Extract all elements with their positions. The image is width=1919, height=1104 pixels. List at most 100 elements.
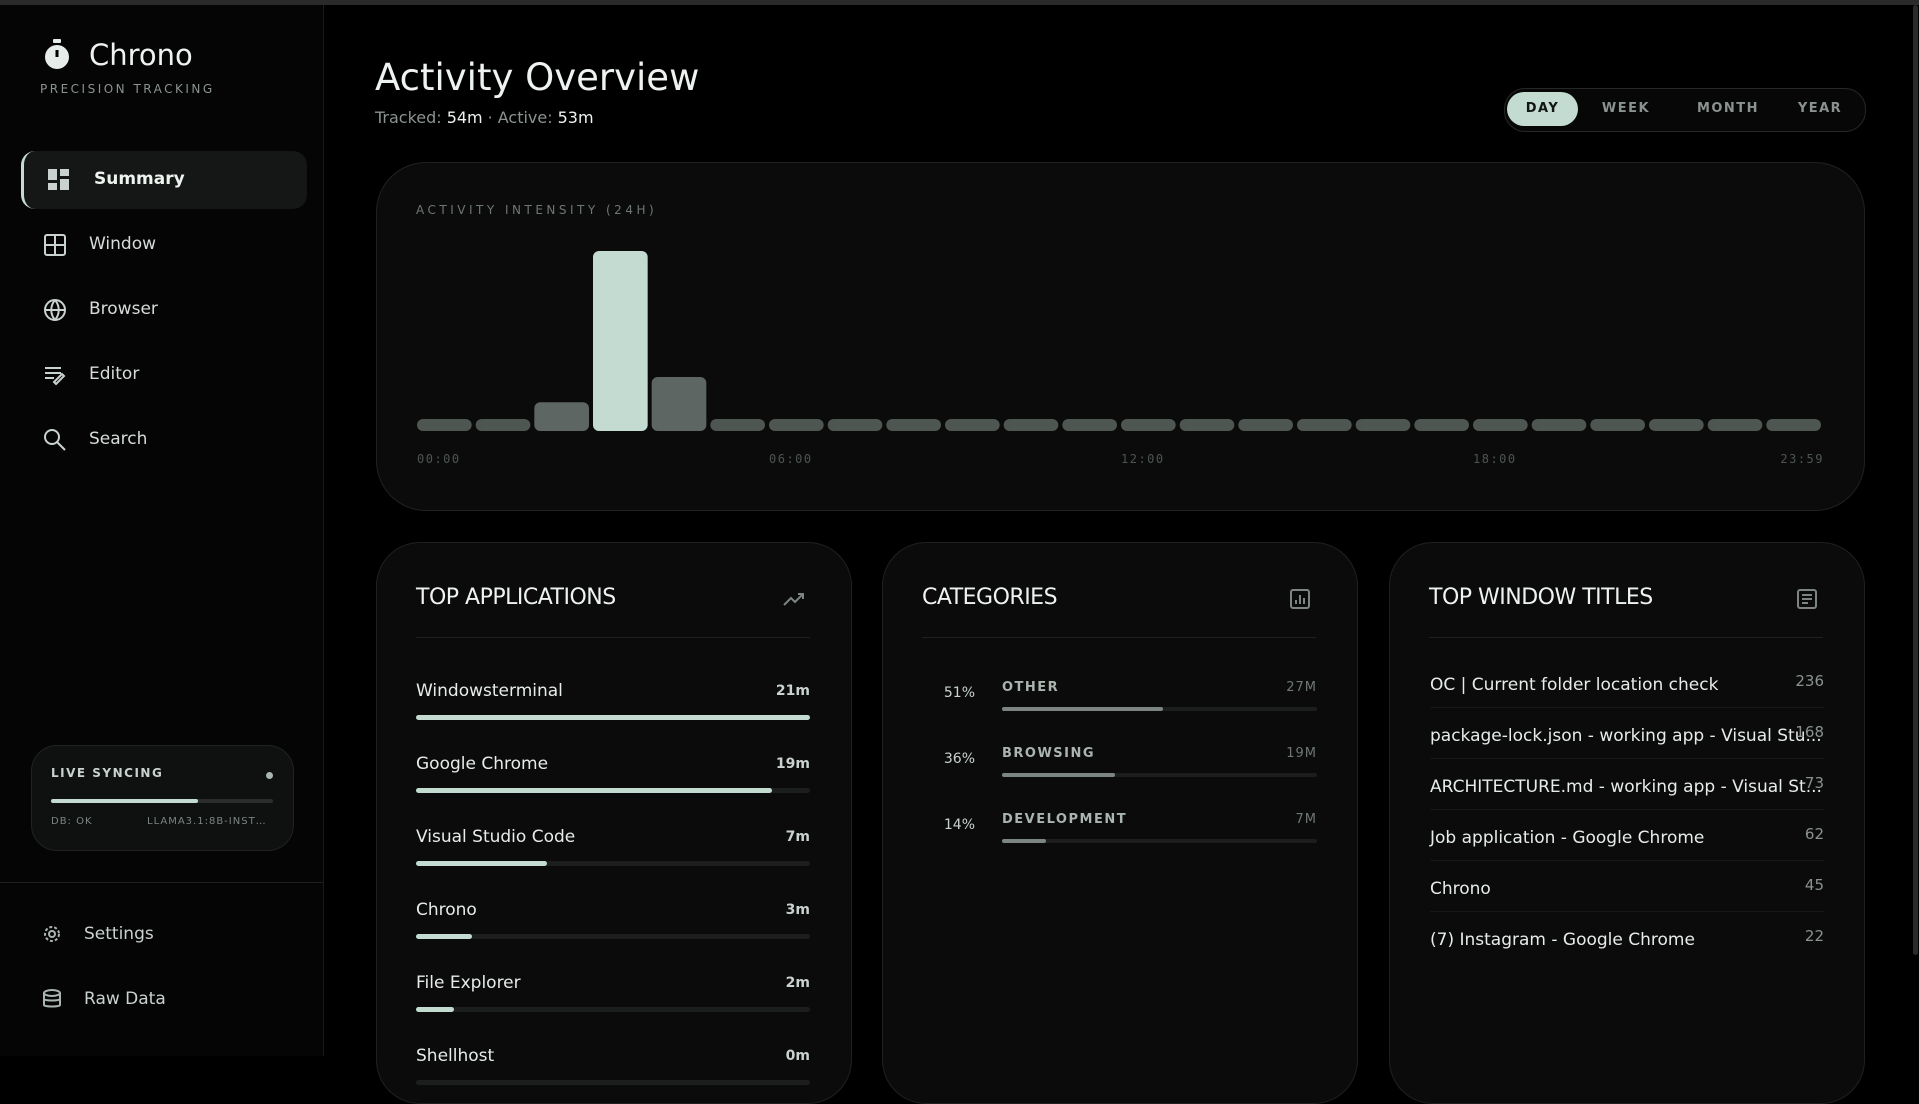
panel-title: CATEGORIES xyxy=(922,585,1058,610)
footer-nav-item[interactable]: Settings xyxy=(84,924,154,944)
app-bar-track xyxy=(416,1007,810,1012)
icon-part xyxy=(44,926,60,942)
bar xyxy=(534,402,589,431)
sync-dot xyxy=(266,772,273,779)
category-bar xyxy=(1002,773,1116,777)
nav-item[interactable]: Editor xyxy=(89,364,140,384)
range-button[interactable]: DAY xyxy=(1507,92,1578,126)
window-count: 168 xyxy=(1795,723,1824,741)
app-duration: 0m xyxy=(785,1048,810,1064)
category-bar xyxy=(1002,839,1047,843)
subtitle-part: 54m xyxy=(446,108,483,127)
footer-nav-item[interactable]: Raw Data xyxy=(84,989,166,1009)
panel-title: TOP APPLICATIONS xyxy=(416,585,616,610)
sidebar-divider xyxy=(0,882,323,883)
bar xyxy=(1297,419,1352,431)
window-title: ARCHITECTURE.md - working app - Visual S… xyxy=(1430,777,1822,797)
window-count: 73 xyxy=(1804,774,1824,792)
nav-item[interactable]: Window xyxy=(89,234,157,254)
category-name: BROWSING xyxy=(1002,746,1096,761)
bar xyxy=(1531,419,1587,431)
nav-icon xyxy=(44,299,66,321)
row-divider xyxy=(1430,860,1824,861)
panel-divider xyxy=(922,637,1316,638)
icon-part xyxy=(43,989,61,997)
category-minutes: 7M xyxy=(1295,812,1317,827)
bar xyxy=(1121,419,1176,431)
icon-part xyxy=(43,993,61,1008)
bar xyxy=(1707,419,1763,431)
category-bar-track xyxy=(1002,839,1317,843)
chart-title: ACTIVITY INTENSITY (24H) xyxy=(416,203,658,217)
window-count: 22 xyxy=(1804,927,1824,945)
x-tick-label: 12:00 xyxy=(1121,452,1165,466)
nav-icon xyxy=(45,367,66,386)
app-duration: 2m xyxy=(785,975,810,991)
category-share: 36% xyxy=(943,751,975,767)
bar xyxy=(1649,419,1704,431)
footer-icon xyxy=(44,926,60,942)
icon-part xyxy=(48,930,56,938)
row-divider xyxy=(1430,911,1824,912)
row-divider xyxy=(1430,809,1824,810)
sync-fill xyxy=(51,799,198,803)
page-subtitle: Tracked: 54m · Active: 53m xyxy=(375,108,594,127)
icon-part xyxy=(45,367,66,386)
icon-part xyxy=(1802,594,1812,604)
bar xyxy=(417,419,472,431)
range-button[interactable]: WEEK xyxy=(1601,101,1651,116)
icon-part xyxy=(1290,589,1310,609)
app-name: Chrono xyxy=(89,38,193,72)
category-share: 51% xyxy=(943,685,975,701)
app-duration: 21m xyxy=(775,683,810,699)
icon-part xyxy=(60,179,69,190)
panel-card xyxy=(1389,542,1865,1104)
subtitle-part: 53m xyxy=(557,108,594,127)
app-bar xyxy=(416,861,548,866)
app-duration: 3m xyxy=(785,902,810,918)
app-bar xyxy=(416,1007,454,1012)
nav-item[interactable]: Summary xyxy=(94,169,185,189)
panel-title: TOP WINDOW TITLES xyxy=(1429,585,1653,610)
category-bar xyxy=(1002,707,1163,711)
bar xyxy=(827,419,883,431)
row-divider xyxy=(1430,758,1824,759)
category-name: DEVELOPMENT xyxy=(1002,812,1128,827)
app-name: Google Chrome xyxy=(416,754,549,774)
range-button[interactable]: MONTH xyxy=(1696,101,1760,116)
category-minutes: 27M xyxy=(1286,680,1317,695)
app-bar-track xyxy=(416,861,810,866)
app-bar xyxy=(416,788,773,793)
app-name: Visual Studio Code xyxy=(416,827,576,847)
sync-card xyxy=(31,745,294,851)
icon-part xyxy=(48,169,57,180)
app-name: Chrono xyxy=(416,900,477,920)
nav-item[interactable]: Search xyxy=(89,429,148,449)
app-bar-track xyxy=(416,934,810,939)
bar xyxy=(593,251,648,431)
bar xyxy=(886,419,941,431)
x-tick-label: 18:00 xyxy=(1473,452,1517,466)
bar xyxy=(1238,419,1293,431)
row-divider xyxy=(1430,707,1824,708)
window-count: 45 xyxy=(1804,876,1824,894)
activity-chart: 00:00 06:00 12:00 18:00 23:59 xyxy=(417,251,1823,466)
window-title: Chrono xyxy=(1430,879,1491,899)
nav-item[interactable]: Browser xyxy=(89,299,158,319)
page-title: Activity Overview xyxy=(375,56,700,99)
icon-part xyxy=(60,169,69,176)
bar xyxy=(945,419,1000,431)
app-name: Windowsterminal xyxy=(416,681,563,701)
nav-icon xyxy=(44,429,66,451)
category-minutes: 19M xyxy=(1286,746,1317,761)
window-title: package-lock.json - working app - Visual… xyxy=(1430,726,1822,746)
app-name: Shellhost xyxy=(416,1046,495,1066)
icon-part xyxy=(783,593,804,606)
subtitle-part: · xyxy=(487,108,493,127)
panel-divider xyxy=(1429,637,1823,638)
range-button[interactable]: YEAR xyxy=(1797,101,1843,116)
bar xyxy=(1414,419,1469,431)
